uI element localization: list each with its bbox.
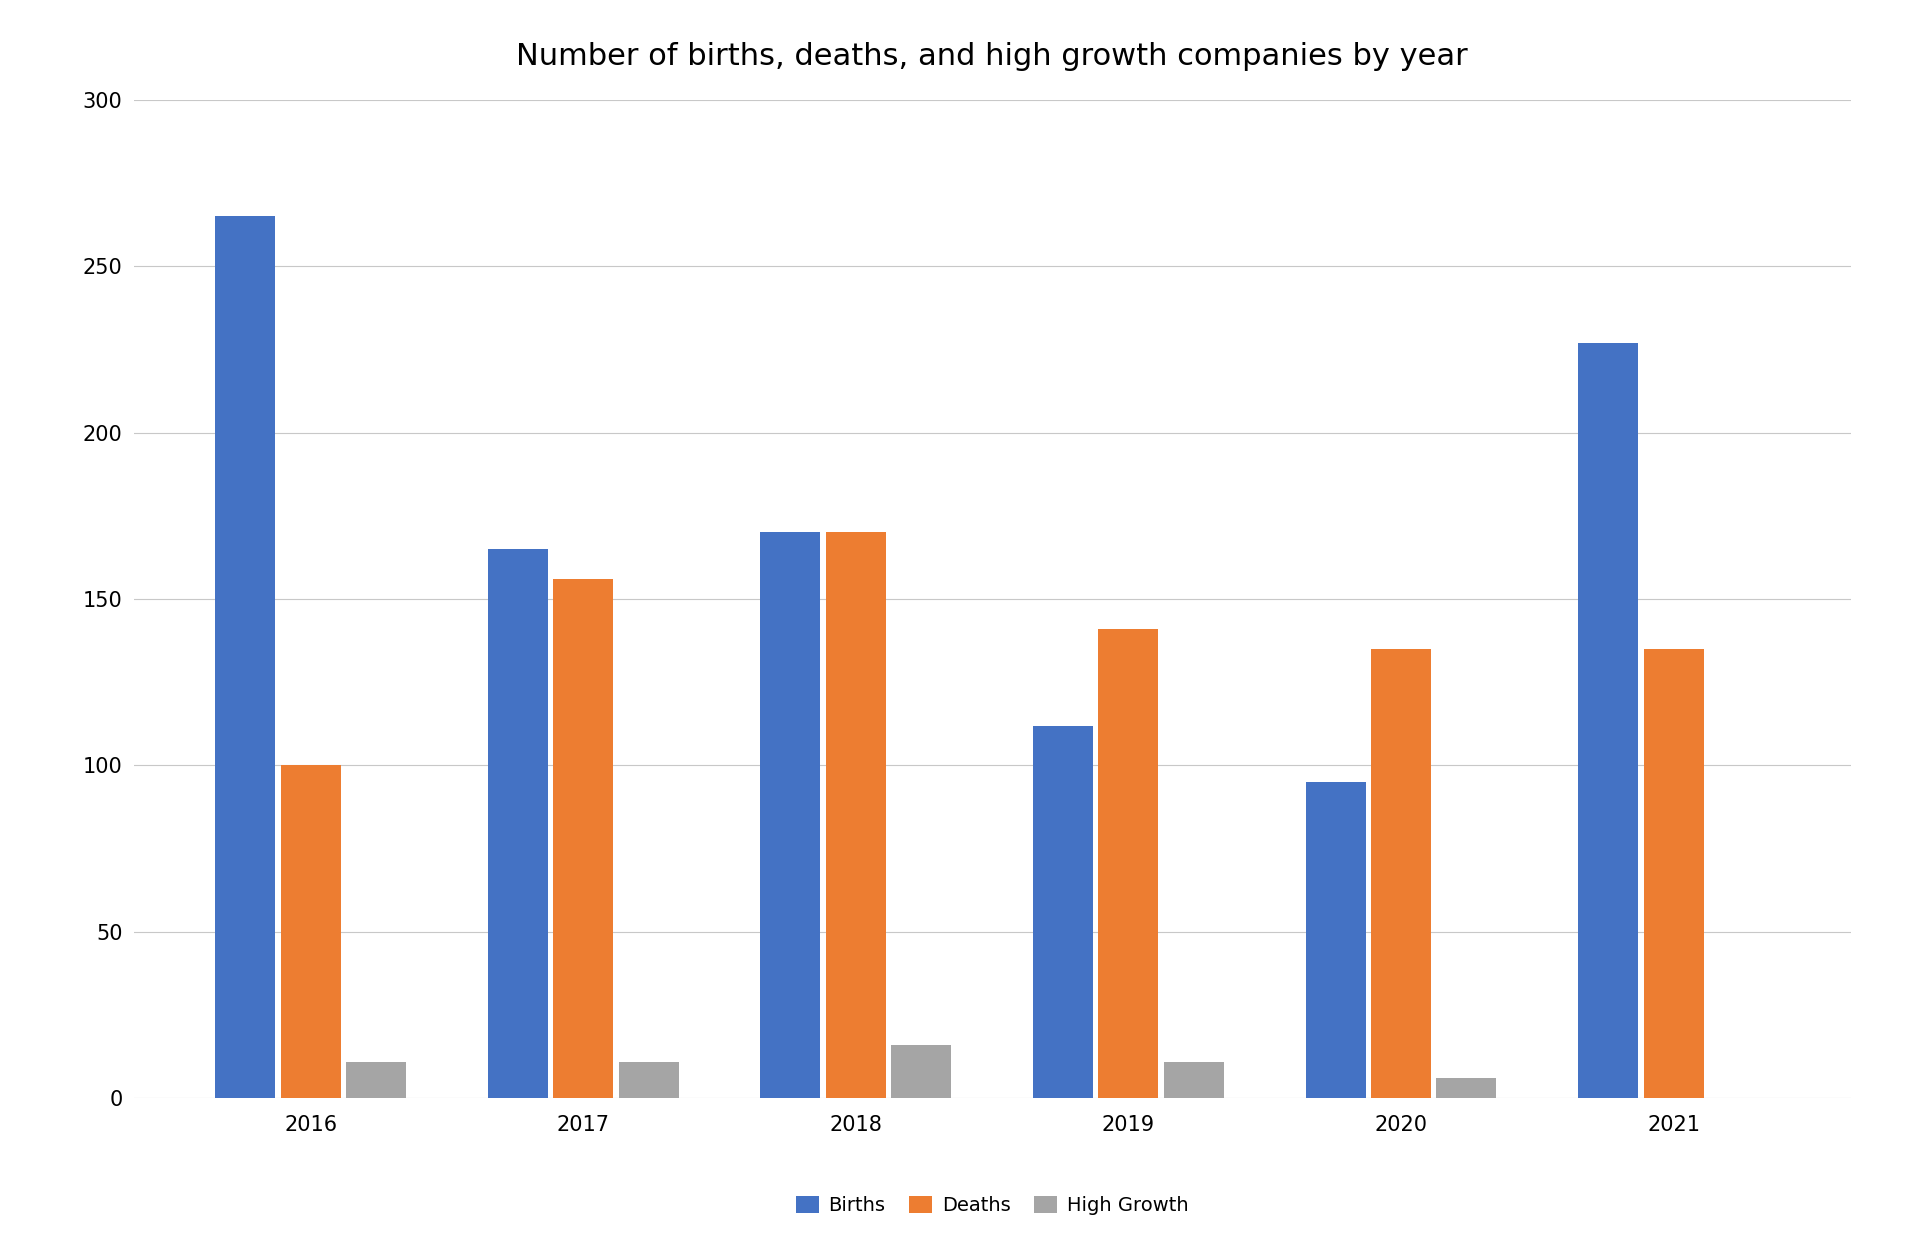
Bar (1032, 725, 1093, 1098)
Bar (826, 533, 885, 1098)
Bar (1098, 629, 1158, 1098)
Legend: Births, Deaths, High Growth: Births, Deaths, High Growth (788, 1188, 1196, 1223)
Bar (891, 1045, 952, 1098)
Bar (1304, 782, 1365, 1098)
Bar (1577, 343, 1638, 1098)
Bar (1371, 649, 1430, 1098)
Bar (215, 216, 275, 1098)
Title: Number of births, deaths, and high growth companies by year: Number of births, deaths, and high growt… (517, 42, 1466, 71)
Bar (280, 765, 341, 1098)
Bar (553, 579, 612, 1098)
Bar (1642, 649, 1703, 1098)
Bar (1436, 1078, 1495, 1098)
Bar (345, 1062, 406, 1098)
Bar (488, 549, 547, 1098)
Bar (1163, 1062, 1222, 1098)
Bar (761, 533, 820, 1098)
Bar (618, 1062, 679, 1098)
